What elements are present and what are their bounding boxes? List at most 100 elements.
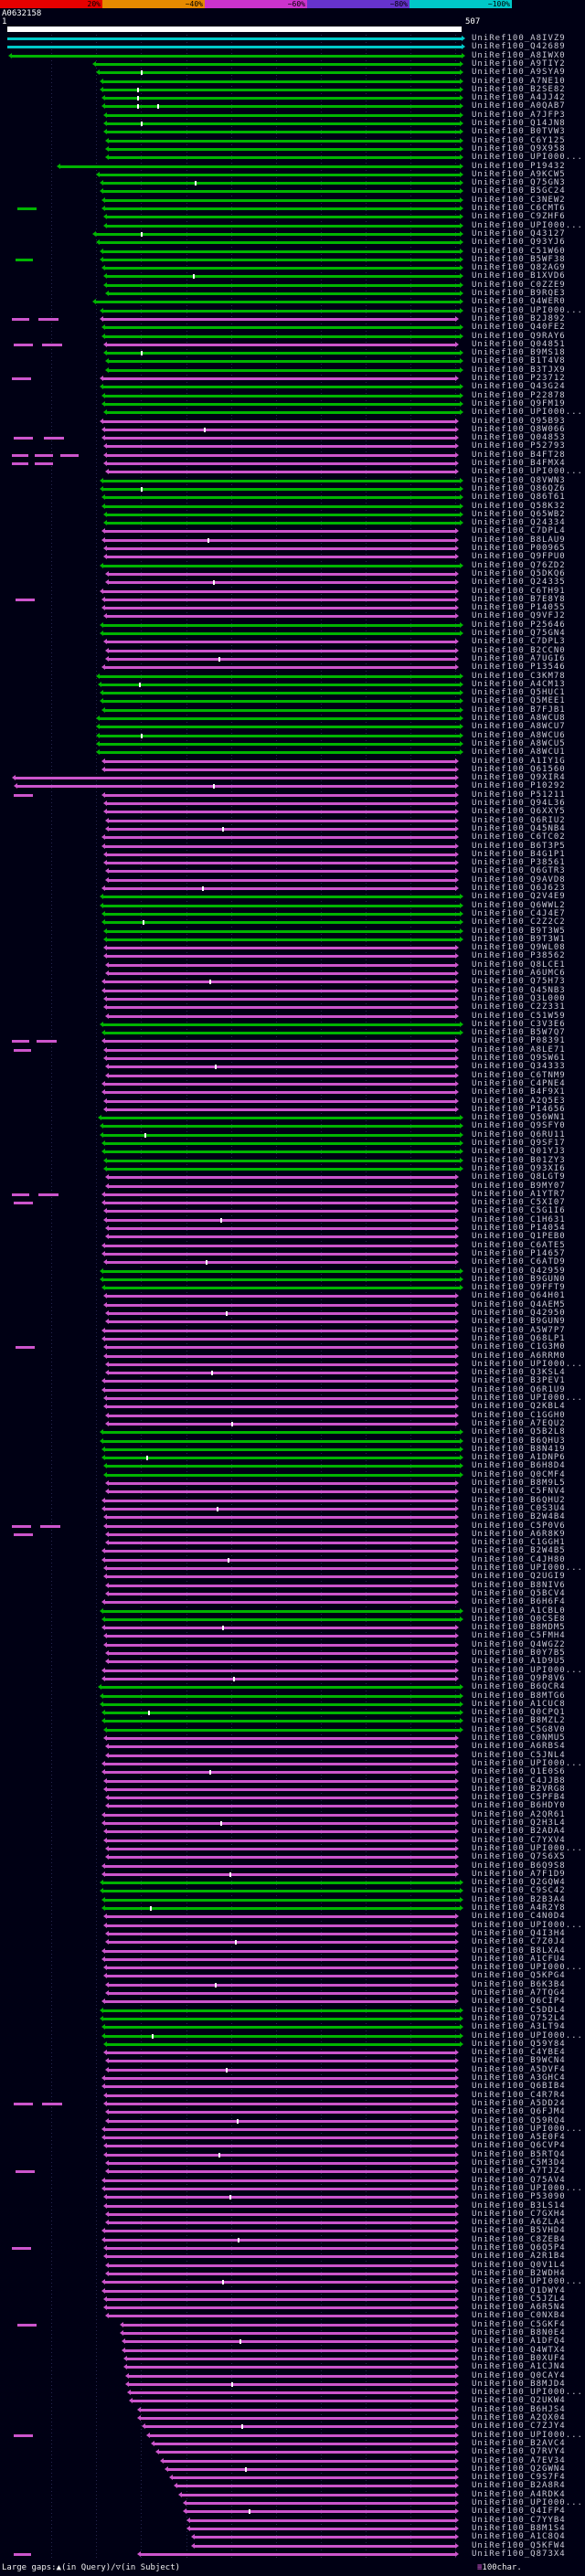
hit-bar[interactable] — [101, 706, 464, 713]
hit-label[interactable]: UniRef100_Q1PEB0 — [472, 1232, 566, 1242]
hit-label[interactable]: UniRef100_Q6J623 — [472, 884, 566, 893]
hit-row[interactable]: UniRef100_B4F9X1 — [0, 1088, 585, 1097]
hit-label[interactable]: UniRef100_C5FNV4 — [472, 1487, 566, 1497]
hit-bar[interactable] — [103, 2245, 460, 2251]
hit-row[interactable]: UniRef100_Q8VWN3 — [0, 476, 585, 485]
hit-label[interactable]: UniRef100_C0ZZE9 — [472, 280, 566, 290]
hit-row[interactable]: UniRef100_C7Z0J4 — [0, 1938, 585, 1946]
hit-bar[interactable] — [105, 647, 460, 653]
hit-row[interactable]: UniRef100_A8LE71 — [0, 1045, 585, 1055]
hit-row[interactable]: UniRef100_UPI000... — [0, 2184, 585, 2193]
hit-label[interactable]: UniRef100_B6HDY0 — [472, 1801, 566, 1811]
hit-label[interactable]: UniRef100_C5M3D4 — [472, 2158, 566, 2168]
hit-label[interactable]: UniRef100_B2CCN0 — [472, 645, 566, 655]
hit-row[interactable]: UniRef100_P38562 — [0, 952, 585, 960]
hit-row[interactable]: UniRef100_B4G1P1 — [0, 850, 585, 859]
hit-row[interactable]: UniRef100_Q7S6X5 — [0, 1853, 585, 1861]
hit-row[interactable]: UniRef100_C7YXV4 — [0, 1836, 585, 1845]
hit-bar[interactable] — [101, 1548, 460, 1554]
hit-row[interactable]: UniRef100_B5WF38 — [0, 255, 585, 264]
hit-bar[interactable] — [100, 1607, 463, 1614]
hit-label[interactable]: UniRef100_Q6GTR3 — [472, 866, 566, 876]
hit-bar[interactable] — [105, 2160, 460, 2166]
hit-bar[interactable] — [186, 2517, 460, 2523]
hit-bar[interactable] — [105, 1795, 460, 1801]
hit-row[interactable]: UniRef100_Q5DKQ6 — [0, 569, 585, 578]
hit-row[interactable]: UniRef100_Q873X4 — [0, 2549, 585, 2559]
hit-bar[interactable] — [103, 214, 463, 220]
hit-label[interactable]: UniRef100_P00965 — [472, 544, 566, 553]
hit-bar[interactable] — [101, 791, 460, 798]
hit-label[interactable]: UniRef100_UPI000... — [472, 2030, 583, 2041]
hit-row[interactable]: UniRef100_Q42689 — [0, 43, 585, 51]
hit-row[interactable]: UniRef100_A5E0F4 — [0, 2134, 585, 2142]
hit-bar[interactable] — [100, 1692, 463, 1699]
hit-label[interactable]: UniRef100_B5VHD4 — [472, 2226, 566, 2236]
hit-bar[interactable] — [101, 758, 460, 764]
hit-bar[interactable] — [101, 324, 464, 331]
hit-row[interactable]: UniRef100_B7FJB1 — [0, 705, 585, 715]
hit-bar[interactable] — [96, 716, 464, 721]
hit-row[interactable]: UniRef100_A4JJ42 — [0, 94, 585, 102]
hit-label[interactable]: UniRef100_B4FMX4 — [472, 459, 566, 468]
hit-bar[interactable] — [100, 376, 460, 381]
hit-bar[interactable] — [100, 1276, 463, 1282]
hit-bar[interactable] — [101, 206, 464, 211]
hit-row[interactable]: UniRef100_C9SC42 — [0, 1887, 585, 1895]
hit-row[interactable]: UniRef100_B8MZL2 — [0, 1717, 585, 1725]
hit-bar[interactable] — [159, 2457, 460, 2464]
hit-bar[interactable] — [105, 1845, 460, 1851]
hit-row[interactable]: UniRef100_Q68LP1 — [0, 1334, 585, 1343]
hit-fragment[interactable] — [13, 1048, 32, 1052]
hit-bar[interactable] — [101, 392, 464, 398]
hit-label[interactable]: UniRef100_Q94L36 — [472, 799, 566, 808]
hit-label[interactable]: UniRef100_Q95B93 — [472, 416, 566, 426]
hit-row[interactable]: UniRef100_Q9AVD8 — [0, 875, 585, 885]
hit-row[interactable]: UniRef100_Q24335 — [0, 578, 585, 587]
hit-bar[interactable] — [101, 987, 460, 993]
hit-bar[interactable] — [101, 2024, 464, 2030]
hit-row[interactable]: UniRef100_A7EV34 — [0, 2456, 585, 2465]
hit-label[interactable]: UniRef100_A6ZLA4 — [472, 2218, 566, 2228]
hit-label[interactable]: UniRef100_Q75GN3 — [472, 178, 566, 188]
hit-bar[interactable] — [105, 1650, 460, 1656]
hit-bar[interactable] — [103, 995, 460, 1002]
hit-row[interactable]: UniRef100_B6T3P5 — [0, 842, 585, 851]
hit-row[interactable]: UniRef100_B6H8D4 — [0, 1462, 585, 1470]
hit-row[interactable]: UniRef100_Q2GWN4 — [0, 2465, 585, 2474]
hit-label[interactable]: UniRef100_C6TNM9 — [472, 1070, 566, 1080]
hit-bar[interactable] — [103, 800, 460, 806]
hit-row[interactable]: UniRef100_A1CUC8 — [0, 1700, 585, 1709]
hit-label[interactable]: UniRef100_Q9P8V6 — [472, 1673, 566, 1683]
hit-label[interactable]: UniRef100_P14054 — [472, 1224, 566, 1233]
hit-row[interactable]: UniRef100_B9RQE3 — [0, 290, 585, 298]
hit-bar[interactable] — [100, 485, 463, 492]
hit-label[interactable]: UniRef100_A1D9U5 — [472, 1657, 566, 1667]
hit-row[interactable]: UniRef100_A8WCU5 — [0, 739, 585, 748]
hit-label[interactable]: UniRef100_P14657 — [472, 1248, 566, 1258]
hit-label[interactable]: UniRef100_UPI000... — [472, 467, 583, 477]
hit-bar[interactable] — [103, 2143, 460, 2149]
hit-row[interactable]: UniRef100_A8WCU6 — [0, 731, 585, 740]
hit-row[interactable]: UniRef100_Q8LGT9 — [0, 1173, 585, 1182]
hit-row[interactable]: UniRef100_B8M1S4 — [0, 2524, 585, 2533]
hit-label[interactable]: UniRef100_B5RTQ4 — [472, 2149, 566, 2159]
hit-row[interactable]: UniRef100_A6R8K9 — [0, 1530, 585, 1539]
hit-row[interactable]: UniRef100_Q93YJ6 — [0, 239, 585, 247]
hit-label[interactable]: UniRef100_Q59Y84 — [472, 2039, 566, 2049]
hit-bar[interactable] — [101, 1250, 460, 1256]
hit-row[interactable]: UniRef100_B6K3B4 — [0, 1980, 585, 1989]
hit-fragment[interactable] — [15, 2170, 36, 2174]
hit-bar[interactable] — [101, 1820, 460, 1826]
hit-label[interactable]: UniRef100_C7GXH4 — [472, 2209, 566, 2219]
hit-bar[interactable] — [105, 469, 460, 475]
hit-bar[interactable] — [119, 2330, 460, 2336]
hit-bar[interactable] — [100, 631, 463, 636]
hit-row[interactable]: UniRef100_A7EQU2 — [0, 1419, 585, 1428]
hit-row[interactable]: UniRef100_A7JFP3 — [0, 111, 585, 120]
hit-row[interactable]: UniRef100_Q5KPG4 — [0, 1972, 585, 1980]
hit-bar[interactable] — [101, 2177, 460, 2183]
hit-label[interactable]: UniRef100_B9T3W5 — [472, 926, 566, 936]
hit-row[interactable]: UniRef100_Q0CSE8 — [0, 1615, 585, 1624]
hit-row[interactable]: UniRef100_B5W7Q7 — [0, 1029, 585, 1037]
